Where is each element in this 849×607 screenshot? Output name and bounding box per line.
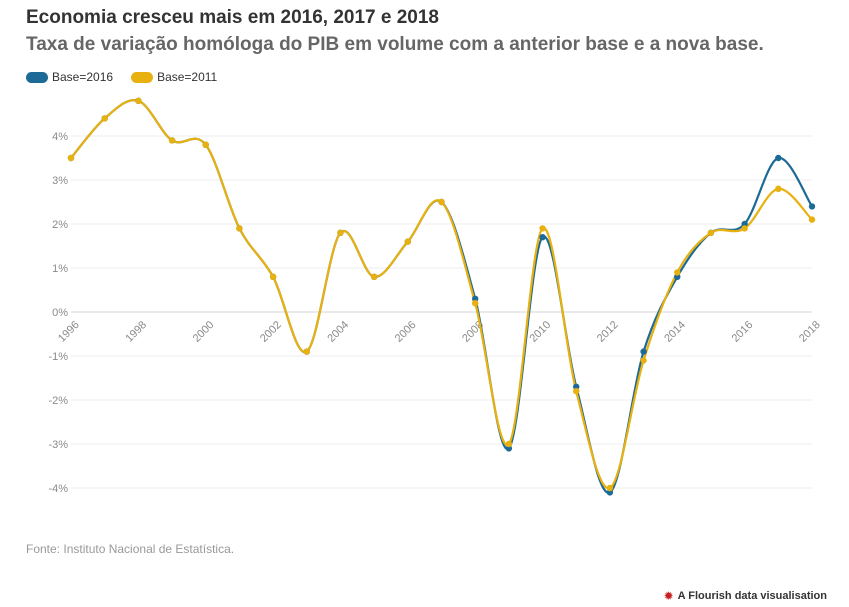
data-point-base-2011[interactable] bbox=[471, 300, 479, 307]
data-point-base-2011[interactable] bbox=[101, 115, 108, 122]
data-point-base-2016[interactable] bbox=[505, 445, 513, 452]
x-tick-label: 2002 bbox=[258, 319, 284, 345]
x-tick-label: 2016 bbox=[730, 319, 756, 345]
data-point-base-2016[interactable] bbox=[471, 295, 479, 302]
legend-swatch-base-2016 bbox=[26, 71, 48, 83]
data-point-base-2016[interactable] bbox=[775, 154, 782, 162]
x-tick-label: 2004 bbox=[325, 319, 351, 345]
y-tick-label: 4% bbox=[52, 131, 68, 143]
chart-title: Economia cresceu mais em 2016, 2017 e 20… bbox=[26, 7, 439, 28]
data-point-base-2011[interactable] bbox=[236, 225, 243, 232]
data-point-base-2011[interactable] bbox=[438, 198, 445, 206]
data-point-base-2011[interactable] bbox=[202, 141, 209, 148]
x-tick-label: 2006 bbox=[393, 319, 419, 345]
legend-item-base-2016[interactable]: Base=2016 bbox=[26, 70, 113, 84]
chart-subtitle: Taxa de variação homóloga do PIB em volu… bbox=[26, 34, 764, 55]
source-note: Fonte: Instituto Nacional de Estatística… bbox=[26, 542, 235, 556]
x-tick-label: 2012 bbox=[595, 319, 621, 345]
legend-item-base-2011[interactable]: Base=2011 bbox=[131, 70, 217, 84]
data-point-base-2011[interactable] bbox=[573, 388, 580, 395]
data-point-base-2016[interactable] bbox=[640, 348, 647, 355]
y-tick-label: -2% bbox=[48, 395, 68, 407]
data-point-base-2016[interactable] bbox=[741, 220, 748, 228]
data-point-base-2011[interactable] bbox=[404, 238, 412, 245]
x-tick-label: 2018 bbox=[797, 319, 823, 345]
flourish-logo-icon: ✹ bbox=[663, 589, 674, 603]
data-point-base-2011[interactable] bbox=[539, 225, 546, 232]
y-axis-ticks: 4% 3% 2% 1% 0% -1% -2% -3% -4% bbox=[48, 131, 68, 495]
data-point-base-2016[interactable] bbox=[606, 489, 614, 496]
data-point-base-2011[interactable] bbox=[606, 484, 614, 492]
legend: Base=2016 Base=2011 bbox=[26, 70, 235, 84]
data-point-base-2011[interactable] bbox=[67, 154, 75, 162]
data-point-base-2011[interactable] bbox=[505, 440, 513, 448]
series-lines bbox=[69, 99, 814, 494]
x-tick-label: 2010 bbox=[528, 319, 554, 345]
y-tick-label: 1% bbox=[52, 263, 68, 275]
data-point-base-2016[interactable] bbox=[674, 273, 681, 280]
data-point-base-2016[interactable] bbox=[808, 203, 816, 210]
x-tick-label: 1998 bbox=[123, 319, 149, 345]
data-point-base-2011[interactable] bbox=[707, 229, 715, 236]
data-point-base-2016[interactable] bbox=[573, 383, 580, 390]
legend-swatch-base-2011 bbox=[131, 71, 154, 83]
data-point-base-2011[interactable] bbox=[269, 273, 277, 280]
data-point-base-2011[interactable] bbox=[168, 137, 176, 144]
data-point-base-2011[interactable] bbox=[775, 185, 782, 192]
y-tick-label: -3% bbox=[48, 439, 68, 451]
data-point-base-2011[interactable] bbox=[135, 97, 142, 105]
credit-label: A Flourish data visualisation bbox=[677, 590, 827, 602]
y-tick-label: 2% bbox=[52, 219, 68, 231]
x-tick-label: 2000 bbox=[191, 319, 217, 345]
legend-label-base-2016: Base=2016 bbox=[52, 70, 114, 84]
gridlines bbox=[71, 135, 812, 489]
x-axis-ticks: 1996 1998 2000 2002 2004 2006 2008 2010 2012 2014… bbox=[56, 319, 823, 345]
data-point-base-2011[interactable] bbox=[640, 357, 647, 364]
data-point-base-2016[interactable] bbox=[539, 234, 546, 241]
data-point-base-2011[interactable] bbox=[741, 225, 748, 232]
y-tick-label: 3% bbox=[52, 175, 68, 187]
x-tick-label: 1996 bbox=[56, 319, 82, 345]
y-tick-label: -4% bbox=[48, 483, 68, 495]
data-point-base-2011[interactable] bbox=[303, 348, 310, 355]
legend-label-base-2011: Base=2011 bbox=[157, 70, 218, 84]
data-point-base-2011[interactable] bbox=[370, 273, 378, 280]
flourish-credit-link[interactable]: ✹ A Flourish data visualisation bbox=[664, 589, 827, 603]
data-point-base-2011[interactable] bbox=[808, 216, 816, 223]
series-line-base-2011 bbox=[69, 99, 814, 490]
y-tick-label: -1% bbox=[48, 351, 68, 363]
series-line-base-2016 bbox=[69, 99, 814, 494]
series-points bbox=[67, 97, 816, 496]
y-tick-label: 0% bbox=[52, 307, 68, 319]
data-point-base-2011[interactable] bbox=[337, 229, 344, 236]
data-point-base-2011[interactable] bbox=[674, 269, 681, 276]
x-tick-label: 2014 bbox=[662, 319, 688, 345]
